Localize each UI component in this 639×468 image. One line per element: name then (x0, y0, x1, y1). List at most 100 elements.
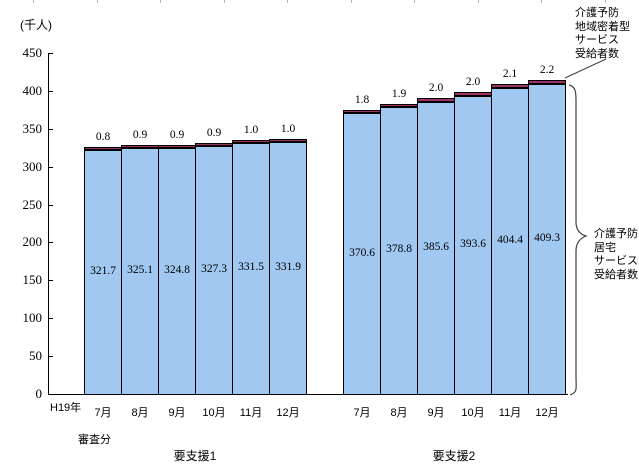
bar-value-label: 321.7 (90, 265, 116, 278)
bar-home-service (269, 142, 307, 395)
bar-value-label: 409.3 (534, 231, 560, 244)
bar-home-service (232, 142, 270, 395)
ruler-tick (33, 0, 34, 3)
community-value-label: 1.9 (391, 87, 407, 100)
bar-value-label: 325.1 (127, 263, 153, 276)
x-axis-line (48, 394, 568, 395)
month-label: 11月 (498, 407, 522, 419)
annotation-home-service: 介護予防 居宅 サービス 受給者数 (594, 228, 638, 281)
bar-home-service (158, 147, 196, 395)
bar-community-service (232, 139, 270, 143)
ruler-tick (96, 0, 98, 3)
y-tick-label: 300 (22, 158, 43, 174)
community-value-label: 1.0 (243, 123, 259, 136)
y-tick-mark (48, 53, 53, 54)
y-tick-mark (48, 394, 53, 395)
month-label: 7月 (353, 407, 371, 419)
bar-home-service (195, 145, 233, 395)
community-value-label: 2.2 (539, 63, 555, 76)
bar-value-label: 331.9 (275, 261, 301, 274)
y-tick-label: 250 (22, 196, 43, 212)
y-tick-mark (48, 280, 53, 282)
group-label-yoshien2: 要支援2 (432, 449, 476, 463)
month-label: 10月 (461, 407, 485, 419)
community-value-label: 0.9 (206, 126, 222, 139)
bar-home-service (417, 101, 455, 395)
bar-value-label: 385.6 (423, 240, 449, 253)
bar-community-service (380, 103, 418, 107)
leader-line-community (564, 58, 607, 79)
bar-home-service (84, 150, 122, 395)
ruler-tick (541, 0, 542, 3)
y-tick-mark (48, 318, 53, 320)
group-label-yoshien1: 要支援1 (173, 449, 217, 463)
ruler-tick (287, 0, 288, 3)
month-label: 10月 (202, 407, 226, 419)
ruler-tick (350, 0, 352, 3)
era-label: H19年 (50, 402, 82, 414)
bar-community-service (195, 142, 233, 146)
y-tick-label: 450 (22, 45, 43, 60)
y-tick-mark (48, 356, 53, 358)
community-value-label: 0.9 (169, 128, 185, 141)
bar-value-label: 393.6 (460, 237, 486, 250)
y-tick-label: 150 (22, 272, 43, 288)
month-label: 9月 (427, 407, 445, 419)
month-label: 7月 (94, 407, 112, 419)
community-value-label: 2.0 (465, 75, 481, 88)
bar-home-service (528, 83, 566, 395)
annotation-community-service: 介護予防 地域密着型 サービス 受給者数 (575, 7, 630, 60)
bar-community-service (158, 144, 196, 148)
month-label: 12月 (535, 407, 559, 419)
ruler-tick (223, 0, 225, 3)
y-tick-label: 200 (22, 234, 43, 250)
community-value-label: 2.1 (502, 67, 518, 80)
bar-community-service (528, 79, 566, 84)
community-value-label: 1.8 (354, 94, 370, 107)
bar-home-service (491, 87, 529, 395)
month-label: 12月 (276, 407, 300, 419)
ruler-tick (160, 0, 161, 3)
bar-community-service (343, 110, 381, 114)
bar-community-service (84, 147, 122, 151)
assessment-label: 審査分 (78, 434, 111, 446)
bar-value-label: 327.3 (201, 262, 227, 275)
y-tick-mark (48, 242, 53, 244)
ruler-tick (477, 0, 479, 3)
bar-home-service (121, 147, 159, 395)
y-tick-label: 0 (35, 386, 43, 401)
y-tick-mark (48, 128, 53, 130)
y-tick-label: 350 (22, 120, 43, 136)
bar-community-service (121, 144, 159, 148)
month-label: 9月 (168, 407, 186, 419)
ruler-tick (414, 0, 415, 3)
y-tick-mark (48, 166, 53, 168)
bar-value-label: 331.5 (238, 261, 264, 274)
y-tick-label: 50 (29, 348, 42, 364)
ruler-tick (604, 0, 606, 3)
brace-home-service (568, 84, 588, 396)
community-value-label: 2.0 (428, 81, 444, 94)
bar-value-label: 378.8 (386, 243, 412, 256)
month-label: 11月 (239, 407, 263, 419)
bar-value-label: 404.4 (497, 233, 523, 246)
community-value-label: 0.9 (132, 128, 148, 141)
community-value-label: 1.0 (280, 123, 296, 136)
month-label: 8月 (131, 407, 149, 419)
month-label: 8月 (390, 407, 408, 419)
y-tick-label: 100 (22, 310, 43, 326)
bar-value-label: 324.8 (164, 263, 190, 276)
bar-community-service (269, 139, 307, 143)
community-value-label: 0.8 (95, 131, 111, 144)
bar-community-service (417, 97, 455, 102)
bar-community-service (491, 83, 529, 88)
y-tick-mark (48, 204, 53, 206)
y-tick-label: 400 (22, 82, 43, 98)
bar-community-service (454, 91, 492, 96)
bar-value-label: 370.6 (349, 246, 375, 259)
y-axis-line (48, 53, 49, 395)
y-axis-unit-label: (千人) (20, 18, 52, 32)
bar-home-service (454, 95, 492, 395)
y-tick-mark (48, 90, 53, 92)
